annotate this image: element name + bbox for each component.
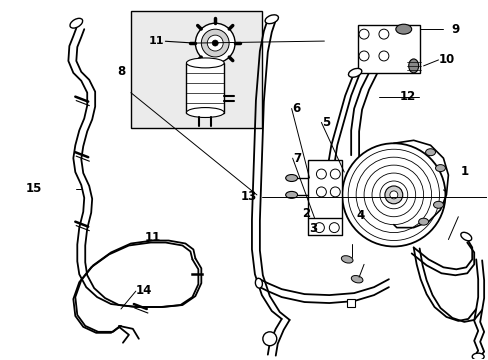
Circle shape	[378, 51, 388, 61]
Circle shape	[330, 169, 340, 179]
Ellipse shape	[395, 24, 411, 34]
Text: 5: 5	[322, 116, 330, 129]
Ellipse shape	[255, 278, 262, 288]
Circle shape	[384, 186, 402, 204]
Text: 3: 3	[308, 222, 317, 235]
Ellipse shape	[186, 58, 224, 68]
Ellipse shape	[70, 18, 82, 28]
Circle shape	[263, 332, 276, 346]
Text: 6: 6	[291, 102, 300, 115]
Text: 7: 7	[292, 152, 301, 165]
Text: 15: 15	[26, 183, 42, 195]
Text: 4: 4	[355, 209, 364, 222]
Ellipse shape	[471, 353, 483, 360]
Ellipse shape	[186, 108, 224, 117]
Bar	[357, 25, 419, 73]
FancyBboxPatch shape	[307, 160, 342, 218]
Text: 10: 10	[438, 53, 454, 66]
Text: 9: 9	[450, 23, 459, 36]
Circle shape	[358, 29, 368, 39]
Bar	[131, 11, 262, 129]
Ellipse shape	[350, 275, 362, 283]
Text: 1: 1	[460, 165, 468, 177]
Ellipse shape	[408, 59, 418, 73]
Ellipse shape	[341, 256, 352, 263]
Circle shape	[378, 29, 388, 39]
Text: 11: 11	[145, 231, 161, 244]
Ellipse shape	[425, 149, 435, 156]
Ellipse shape	[433, 201, 443, 208]
Circle shape	[342, 143, 445, 247]
Circle shape	[201, 29, 229, 57]
Ellipse shape	[285, 175, 297, 181]
Text: 13: 13	[240, 190, 256, 203]
Text: 12: 12	[399, 90, 415, 103]
Circle shape	[330, 187, 340, 197]
Circle shape	[316, 169, 325, 179]
Circle shape	[195, 23, 235, 63]
Text: 2: 2	[301, 207, 309, 220]
Circle shape	[212, 40, 218, 46]
Bar	[346, 299, 354, 307]
Text: 14: 14	[135, 284, 151, 297]
Ellipse shape	[418, 218, 427, 225]
Circle shape	[358, 51, 368, 61]
Circle shape	[328, 223, 339, 233]
Circle shape	[314, 223, 324, 233]
Text: 11: 11	[148, 36, 164, 46]
Ellipse shape	[264, 15, 278, 24]
Circle shape	[316, 187, 325, 197]
Bar	[186, 63, 224, 113]
Ellipse shape	[348, 68, 361, 77]
Ellipse shape	[285, 192, 297, 198]
Ellipse shape	[460, 232, 471, 241]
Ellipse shape	[435, 165, 445, 172]
Text: 8: 8	[117, 64, 125, 77]
Circle shape	[389, 191, 397, 199]
Circle shape	[207, 35, 223, 51]
